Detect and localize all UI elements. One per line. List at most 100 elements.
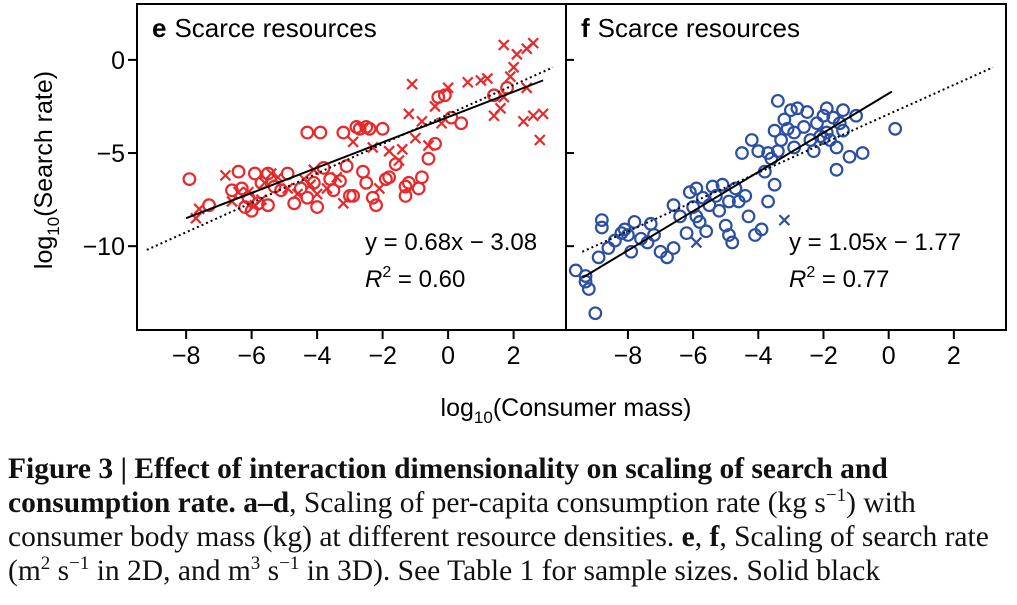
cross-stroke [527, 37, 540, 49]
data-point-circle [300, 125, 315, 140]
cross-stroke [403, 108, 415, 120]
data-point-cross [527, 109, 540, 122]
cross-stroke [304, 178, 317, 191]
r-squared-value: = 0.60 [391, 266, 465, 293]
data-point-circle [806, 144, 821, 159]
data-point-circle [454, 116, 469, 131]
data-point-circle [359, 175, 374, 190]
x-axis-label-rest: (Consumer mass) [493, 394, 692, 422]
data-point-circle [666, 241, 681, 255]
data-point-cross [232, 186, 245, 198]
data-point-cross [373, 182, 386, 195]
caption-text-5: in 2D, and m [89, 555, 251, 587]
data-point-circle [437, 88, 452, 103]
data-point-cross [422, 139, 435, 152]
cross-stroke [406, 78, 418, 90]
r-squared-symbol: R [789, 266, 806, 293]
fit-equation-text: y = 0.68x − 3.08 [365, 229, 537, 256]
data-point-circle [800, 105, 815, 119]
cross-stroke [219, 169, 232, 182]
data-point-cross [507, 61, 520, 74]
cross-stroke [232, 186, 245, 198]
data-point-circle [836, 103, 850, 118]
data-point-cross [304, 178, 317, 191]
data-point-circle [855, 146, 870, 160]
caption-figure-label: Figure 3 [8, 453, 114, 485]
fit-line-solid [185, 79, 544, 220]
data-point-cross [461, 76, 474, 89]
data-point-circle [621, 228, 635, 242]
data-point-circle [365, 190, 380, 205]
data-point-circle [346, 188, 361, 203]
data-point-circle [231, 164, 246, 179]
cross-stroke [481, 72, 494, 85]
x-tick-label: 2 [947, 342, 961, 370]
data-point-circle [689, 209, 704, 224]
cross-stroke [527, 109, 540, 122]
data-point-cross [265, 167, 278, 180]
data-point-cross [534, 134, 546, 146]
data-point-circle [842, 149, 857, 164]
data-point-circle [581, 282, 596, 296]
cross-stroke [258, 177, 271, 189]
caption-text-2: ) with consumer body mass (kg) at differ… [8, 487, 916, 553]
fit-line-solid [581, 90, 893, 279]
caption-text-3: , Scaling of search rate (m [8, 521, 989, 587]
caption-sup-5: 3 [250, 553, 261, 575]
data-point-circle [797, 120, 811, 134]
data-point-cross [291, 188, 304, 200]
x-tick-label: 0 [441, 342, 455, 370]
caption-text-7: in 3D). See Table 1 for sample sizes. So… [299, 555, 881, 587]
data-point-circle [810, 116, 824, 131]
cross-stroke [393, 154, 405, 167]
data-point-circle [310, 200, 325, 214]
cross-stroke [347, 136, 359, 148]
data-point-circle [375, 121, 390, 136]
data-point-cross [537, 108, 549, 120]
cross-stroke [461, 76, 474, 89]
data-point-circle [751, 144, 766, 159]
data-point-cross [494, 102, 507, 115]
data-point-circle [415, 170, 429, 185]
data-point-circle [382, 170, 397, 185]
cross-stroke [511, 48, 523, 61]
caption-text-6: s [260, 555, 280, 587]
data-point-circle [421, 151, 436, 166]
cross-stroke [498, 39, 510, 51]
data-point-circle [647, 228, 661, 242]
data-point-circle [715, 177, 730, 192]
data-point-circle [689, 181, 704, 196]
data-point-circle [836, 123, 850, 138]
y-tick-label: −5 [96, 140, 125, 168]
data-point-circle [578, 269, 593, 283]
y-axis-label-rest: (Search rate) [30, 71, 58, 217]
data-point-circle [722, 194, 736, 209]
x-tick-label: −6 [679, 342, 708, 370]
x-tick-label: −6 [237, 342, 266, 370]
y-axis-label-subscript: 10 [44, 217, 63, 236]
data-point-circle [722, 228, 736, 242]
data-point-circle [699, 224, 714, 239]
cross-stroke [504, 70, 517, 83]
data-point-circle [247, 166, 262, 181]
cross-stroke [311, 188, 323, 200]
cross-stroke [337, 197, 350, 210]
data-point-circle [398, 188, 413, 203]
data-point-circle [829, 162, 844, 177]
x-tick-label: −4 [744, 342, 773, 370]
data-point-circle [660, 250, 674, 265]
fit-equation: y = 1.05x − 1.77 [789, 229, 961, 256]
caption-sup-1: −1 [825, 485, 847, 507]
data-point-cross [396, 143, 409, 156]
data-point-circle [588, 306, 603, 321]
figure-caption: Figure 3 | Effect of interaction dimensi… [8, 452, 1012, 588]
cross-stroke [373, 182, 386, 195]
data-point-cross [281, 182, 294, 195]
panel-letter: f [581, 13, 590, 43]
y-tick-label: −10 [83, 233, 125, 261]
cross-stroke [537, 108, 549, 120]
x-tick-label: 2 [507, 342, 521, 370]
x-tick-label: −8 [172, 342, 201, 370]
data-point-cross [330, 171, 343, 184]
caption-panels-ad: a–d [243, 487, 290, 519]
